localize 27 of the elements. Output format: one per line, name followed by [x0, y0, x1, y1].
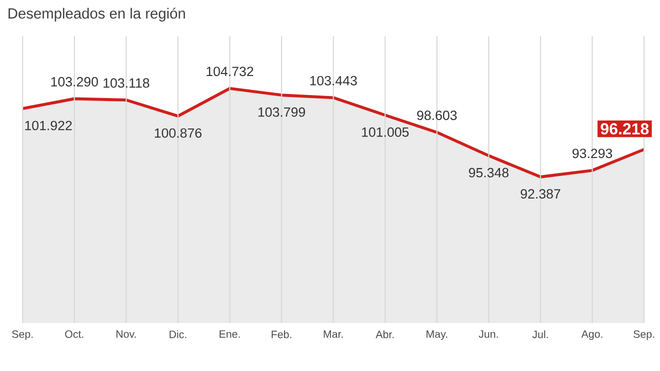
data-label: 98.603 — [417, 110, 457, 120]
data-label: 103.290 — [51, 77, 98, 86]
x-tick-label: Nov. — [116, 330, 136, 338]
data-label: 101.005 — [362, 127, 409, 137]
data-label: 92.387 — [520, 189, 560, 199]
data-label: 104.732 — [206, 66, 254, 76]
x-tick-label: Ago. — [581, 330, 602, 340]
data-label: 103.443 — [310, 76, 357, 86]
x-tick-label: May. — [426, 330, 448, 340]
x-tick-label: Jun. — [478, 330, 498, 338]
data-label: 96.218 — [600, 123, 649, 134]
data-label: 93.293 — [572, 148, 612, 158]
x-tick-label: Oct. — [65, 330, 84, 338]
x-tick-label: Sep. — [12, 330, 33, 340]
x-tick-label: Sep. — [634, 330, 654, 340]
data-label: 100.876 — [154, 128, 202, 138]
x-tick-label: Ene. — [220, 330, 240, 338]
x-tick-label: Abr. — [376, 330, 394, 338]
x-tick-label: Jul. — [532, 330, 548, 338]
x-tick-label: Feb. — [272, 330, 292, 338]
data-label: 101.922 — [25, 120, 72, 130]
data-label: 103.118 — [104, 78, 150, 88]
data-label: 103.799 — [258, 107, 306, 117]
chart-title: Desempleados en la región — [8, 8, 185, 22]
x-tick-label: Mar. — [324, 330, 343, 338]
data-label: 95.348 — [468, 168, 509, 178]
x-tick-label: Dic. — [170, 330, 186, 338]
